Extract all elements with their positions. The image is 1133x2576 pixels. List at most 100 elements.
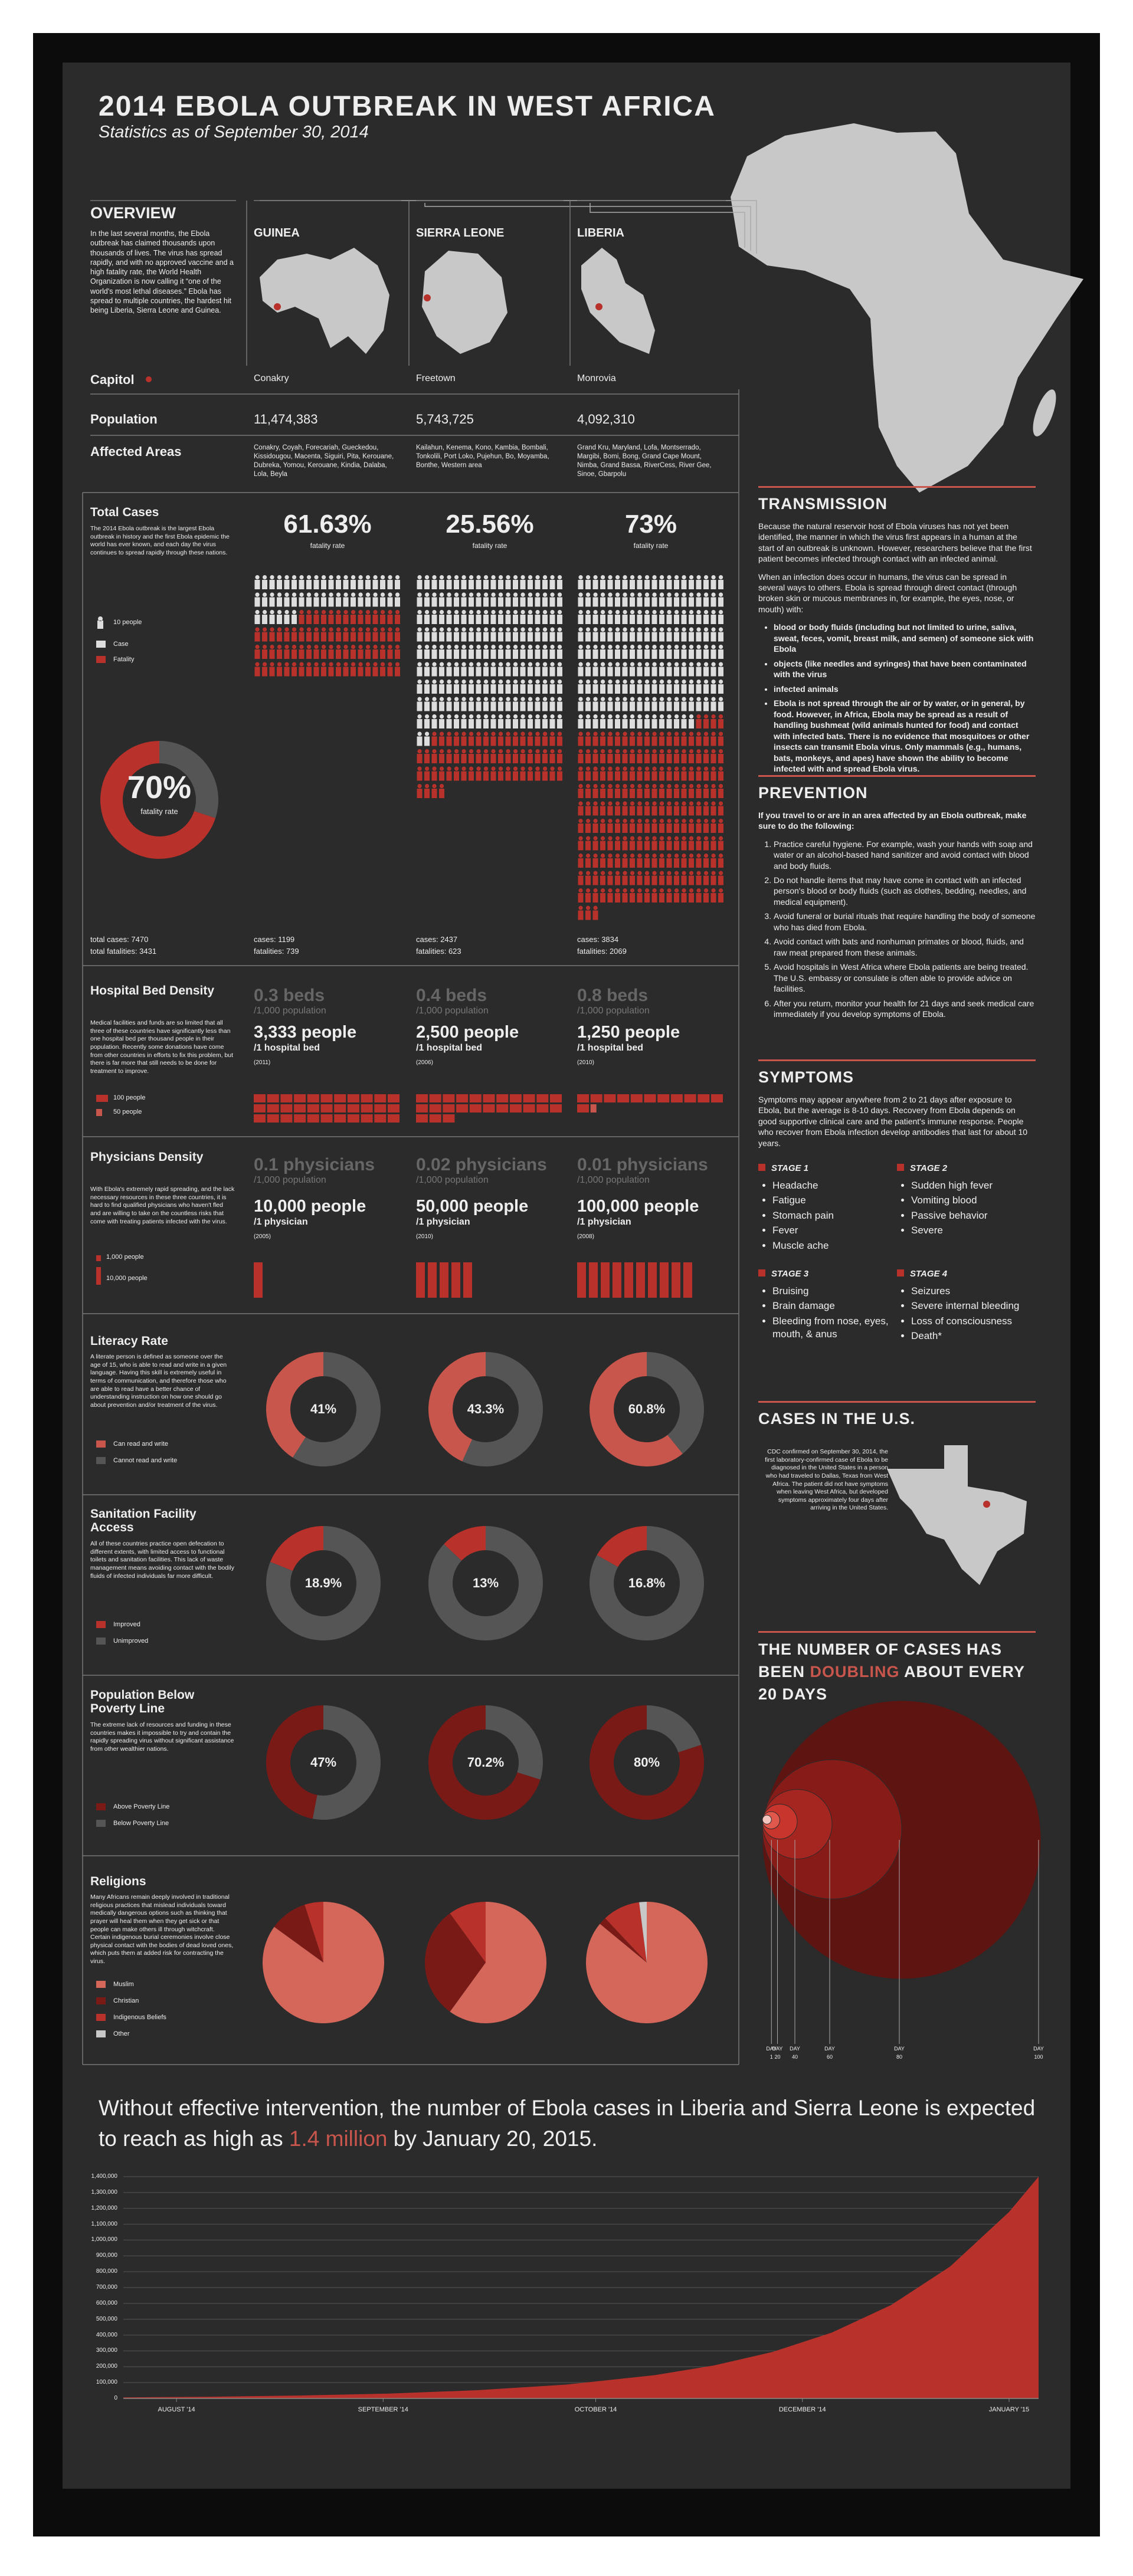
case-icon	[622, 714, 628, 729]
fatality-icon	[600, 784, 605, 798]
legend-swatch	[96, 1095, 108, 1102]
symptom: Passive behavior	[911, 1209, 1036, 1222]
case-icon	[387, 575, 393, 589]
bed-block	[334, 1114, 346, 1123]
bed-people: 3,333 people	[254, 1023, 357, 1042]
paragraph: In the last several months, the Ebola ou…	[90, 229, 234, 314]
paragraph: When an infection does occur in humans, …	[758, 572, 1017, 614]
case-icon	[535, 575, 541, 589]
fatality-icon	[600, 888, 605, 903]
fatality-icon	[299, 610, 304, 624]
case-icon	[262, 592, 267, 607]
symptom: Fever	[772, 1224, 897, 1237]
fatality-icon	[651, 749, 657, 763]
caption-label: cases:	[577, 935, 600, 944]
paragraph: If you travel to or are in an area affec…	[758, 810, 1027, 831]
legend-label: Improved	[113, 1621, 140, 1628]
fatality-icon	[446, 766, 452, 781]
bed-block	[416, 1104, 428, 1113]
fatality-icon	[306, 627, 312, 642]
headline-part: Without effective intervention, the numb…	[99, 2096, 1036, 2151]
bed-block	[334, 1094, 346, 1102]
case-icon	[592, 610, 598, 624]
fatality-icon	[336, 645, 341, 659]
case-icon	[306, 575, 312, 589]
case-icon	[520, 627, 526, 642]
paragraph: With Ebola's extremely rapid spreading, …	[90, 1186, 235, 1225]
case-icon	[520, 680, 526, 694]
heading-part: 20 DAYS	[758, 1685, 828, 1703]
step: After you return, monitor your health fo…	[774, 998, 1036, 1020]
heading-part: THE NUMBER OF CASES HAS BEEN	[758, 1640, 1003, 1681]
symptom: Vomiting blood	[911, 1194, 1036, 1207]
sierra-leone-map	[422, 251, 507, 354]
country-fatalities: fatalities: 623	[416, 947, 461, 957]
capital: Monrovia	[577, 373, 616, 383]
fatality-icon	[659, 854, 664, 868]
fatality-icon	[710, 766, 716, 781]
donut-label: 16.8%	[628, 1576, 666, 1590]
fatality-icon	[644, 836, 650, 851]
case-icon	[651, 714, 657, 729]
physician-bar	[636, 1262, 645, 1298]
bed-block	[617, 1094, 630, 1102]
fatality-icon	[269, 645, 275, 659]
section-heading: Total Cases	[90, 506, 159, 519]
us-cases: CASES IN THE U.S.	[758, 1401, 1036, 1436]
bed-block	[469, 1104, 482, 1113]
fatality-icon	[483, 766, 489, 781]
case-icon	[542, 645, 548, 659]
fatality-icon	[321, 627, 326, 642]
fatality-icon	[578, 801, 584, 816]
physician-people-unit: /1 physician	[416, 1217, 470, 1227]
case-icon	[557, 592, 562, 607]
fatality-icon	[483, 731, 489, 746]
case-icon	[417, 645, 423, 659]
fatality-icon	[483, 749, 489, 763]
stage: STAGE 4 Seizures Severe internal bleeding L…	[897, 1268, 1036, 1345]
paragraph: Because the natural reservoir host of Eb…	[758, 521, 1032, 564]
case-icon	[505, 575, 511, 589]
bed-block	[320, 1104, 333, 1113]
country-cases: cases: 2437	[416, 935, 457, 945]
fatality-icon	[622, 836, 628, 851]
row-label: Population	[90, 412, 158, 426]
fatality-icon	[718, 871, 723, 885]
case-icon	[542, 714, 548, 729]
fatality-icon	[703, 766, 709, 781]
x-tick-label: DECEMBER '14	[778, 2406, 826, 2413]
fatality-icon	[490, 766, 496, 781]
fatality-icon	[592, 801, 598, 816]
fatality-icon	[585, 854, 591, 868]
case-icon	[431, 680, 437, 694]
case-icon	[557, 610, 562, 624]
fatality-icon	[681, 836, 687, 851]
case-icon	[585, 592, 591, 607]
stage: STAGE 1 Headache Fatigue Stomach pain Fever M…	[758, 1163, 897, 1254]
fatality-icon	[592, 836, 598, 851]
case-icon	[644, 575, 650, 589]
case-icon	[666, 714, 672, 729]
fatality-icon	[637, 854, 643, 868]
bed-block	[280, 1094, 293, 1102]
fatality-icon	[681, 888, 687, 903]
case-icon	[461, 714, 467, 729]
case-icon	[439, 645, 444, 659]
fatality-icon	[644, 871, 650, 885]
case-icon	[592, 714, 598, 729]
case-icon	[578, 627, 584, 642]
bed-block	[577, 1104, 589, 1113]
physician-bar	[601, 1262, 610, 1298]
case-icon	[520, 662, 526, 677]
case-icon	[446, 697, 452, 711]
fatality-icon	[637, 871, 643, 885]
step: Practice careful hygiene. For example, w…	[774, 839, 1036, 871]
case-icon	[505, 592, 511, 607]
pie-slice	[450, 1902, 486, 1963]
case-icon	[542, 662, 548, 677]
case-icon	[483, 714, 489, 729]
beds-unit: /1,000 population	[254, 1006, 326, 1016]
y-tick-label: 300,000	[96, 2347, 117, 2354]
fatality-icon	[689, 766, 694, 781]
fatality-icon	[607, 766, 613, 781]
